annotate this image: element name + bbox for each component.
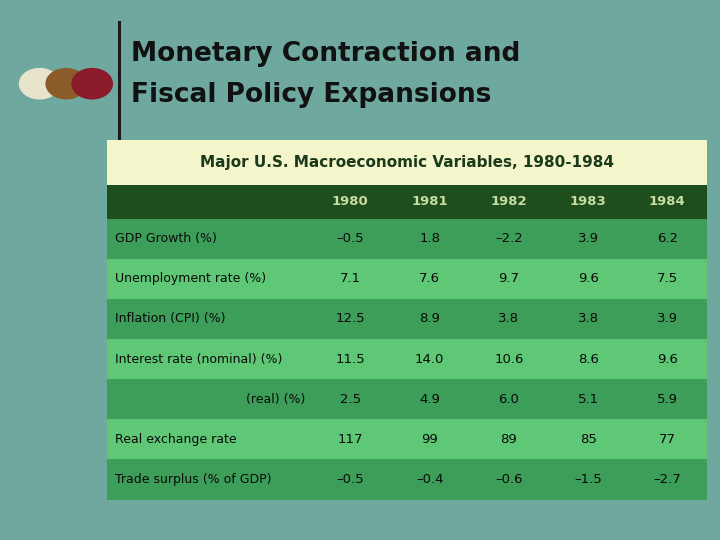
Text: 2.5: 2.5 [340, 393, 361, 406]
Text: 5.1: 5.1 [577, 393, 599, 406]
Text: 1982: 1982 [490, 195, 527, 208]
Text: 1.8: 1.8 [419, 232, 440, 245]
Text: 5.9: 5.9 [657, 393, 678, 406]
Text: 3.9: 3.9 [577, 232, 598, 245]
Text: 4.9: 4.9 [419, 393, 440, 406]
Text: 9.6: 9.6 [657, 353, 678, 366]
Text: 8.6: 8.6 [577, 353, 598, 366]
Text: –0.5: –0.5 [336, 232, 364, 245]
Text: –2.7: –2.7 [654, 473, 681, 486]
Text: Fiscal Policy Expansions: Fiscal Policy Expansions [131, 82, 492, 107]
Text: 117: 117 [338, 433, 363, 446]
Text: 1983: 1983 [570, 195, 606, 208]
Text: 6.0: 6.0 [498, 393, 519, 406]
Text: Unemployment rate (%): Unemployment rate (%) [115, 272, 266, 285]
Text: Interest rate (nominal) (%): Interest rate (nominal) (%) [115, 353, 282, 366]
Text: 1984: 1984 [649, 195, 685, 208]
Text: 9.7: 9.7 [498, 272, 519, 285]
Text: –0.6: –0.6 [495, 473, 523, 486]
Text: 89: 89 [500, 433, 517, 446]
Text: 77: 77 [659, 433, 676, 446]
Text: Monetary Contraction and: Monetary Contraction and [131, 41, 521, 67]
Text: 1981: 1981 [411, 195, 448, 208]
Text: 9.6: 9.6 [577, 272, 598, 285]
Text: 10.6: 10.6 [494, 353, 523, 366]
Text: 6.2: 6.2 [657, 232, 678, 245]
Text: 7.6: 7.6 [419, 272, 440, 285]
Text: Real exchange rate: Real exchange rate [115, 433, 237, 446]
Text: 8.9: 8.9 [419, 313, 440, 326]
Text: 14.0: 14.0 [415, 353, 444, 366]
Text: (real) (%): (real) (%) [246, 393, 305, 406]
Text: 12.5: 12.5 [336, 313, 365, 326]
Text: 3.8: 3.8 [498, 313, 519, 326]
Text: –1.5: –1.5 [575, 473, 602, 486]
Text: Trade surplus (% of GDP): Trade surplus (% of GDP) [115, 473, 271, 486]
Text: 99: 99 [421, 433, 438, 446]
Text: 3.9: 3.9 [657, 313, 678, 326]
Text: Major U.S. Macroeconomic Variables, 1980-1984: Major U.S. Macroeconomic Variables, 1980… [199, 155, 613, 170]
Text: 7.5: 7.5 [657, 272, 678, 285]
Text: GDP Growth (%): GDP Growth (%) [115, 232, 217, 245]
Text: 7.1: 7.1 [340, 272, 361, 285]
Text: 11.5: 11.5 [336, 353, 365, 366]
Text: –0.4: –0.4 [416, 473, 444, 486]
Text: 3.8: 3.8 [577, 313, 598, 326]
Text: Inflation (CPI) (%): Inflation (CPI) (%) [115, 313, 225, 326]
Text: 85: 85 [580, 433, 597, 446]
Text: 1980: 1980 [332, 195, 369, 208]
Text: –0.5: –0.5 [336, 473, 364, 486]
Text: –2.2: –2.2 [495, 232, 523, 245]
